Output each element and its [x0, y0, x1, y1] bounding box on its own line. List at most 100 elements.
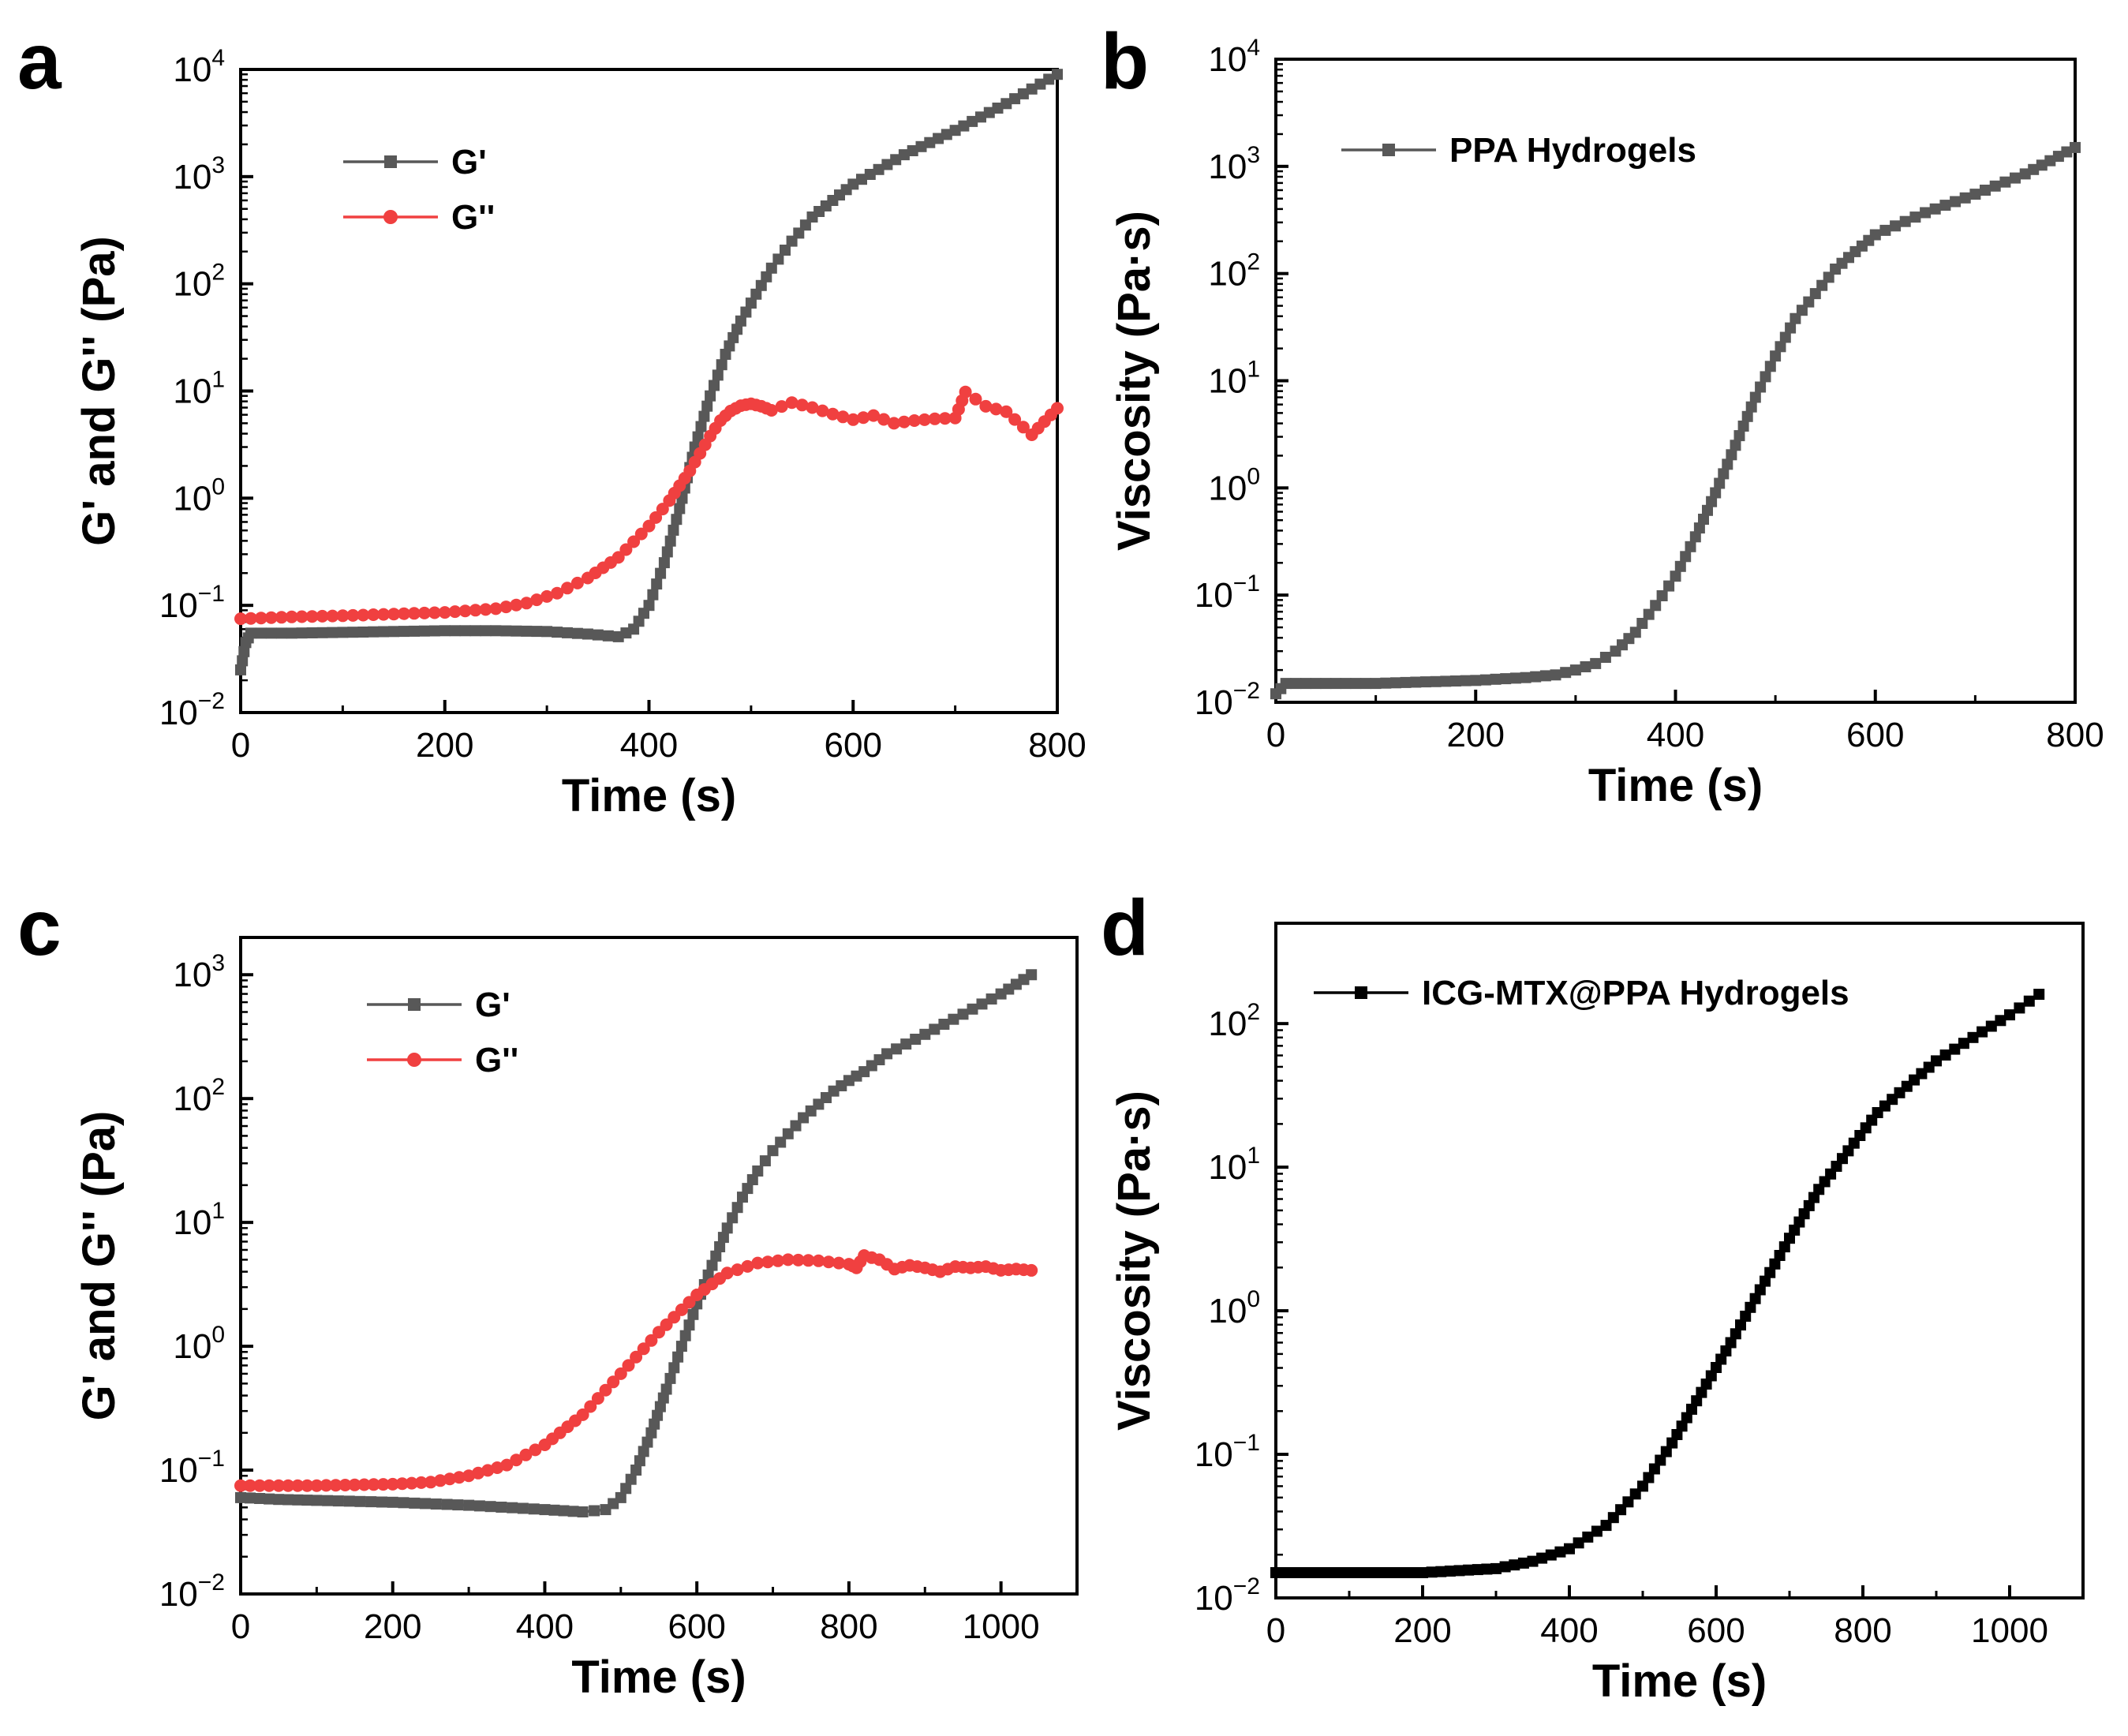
data-point: [1300, 678, 1311, 690]
y-tick-label: 10−2: [1195, 1573, 1260, 1618]
data-point: [1710, 487, 1722, 499]
data-point: [336, 609, 350, 623]
data-point: [649, 511, 663, 524]
y-tick-label: 10−2: [1195, 678, 1260, 722]
data-point: [1686, 1403, 1697, 1415]
data-point: [398, 626, 410, 638]
data-point: [1352, 1567, 1364, 1578]
y-tick-label: 10−2: [159, 1570, 225, 1614]
data-point: [418, 625, 430, 637]
y-axis-title: Viscosity (Pa·s): [1109, 211, 1160, 551]
data-point: [1648, 1463, 1660, 1475]
panel-label-c: c: [17, 884, 62, 972]
data-point: [1985, 1020, 1997, 1032]
data-point: [576, 1408, 589, 1421]
data-point: [1408, 1567, 1419, 1578]
data-point: [731, 1263, 744, 1277]
data-point: [329, 1479, 342, 1492]
data-point: [975, 111, 986, 123]
data-point: [847, 178, 859, 190]
data-point: [530, 593, 544, 607]
y-axis-title: G' and G'' (Pa): [73, 1111, 125, 1421]
data-point: [1680, 551, 1692, 563]
data-point: [529, 1443, 542, 1457]
data-point: [1691, 1395, 1703, 1407]
data-point: [836, 410, 850, 424]
data-point: [1722, 458, 1733, 470]
data-point: [367, 1478, 380, 1491]
series-markers: [234, 385, 1064, 626]
data-point: [306, 627, 318, 638]
y-tick-label: 10−1: [159, 581, 225, 625]
data-point: [286, 627, 297, 639]
data-point: [1714, 477, 1726, 489]
data-point: [1764, 1266, 1776, 1278]
data-point: [992, 103, 1004, 114]
data-point: [1288, 1567, 1300, 1578]
data-point: [417, 606, 431, 619]
data-point: [275, 627, 287, 639]
data-point: [1410, 676, 1422, 688]
data-point: [1440, 675, 1452, 687]
data-point: [1270, 1567, 1281, 1578]
data-point: [1779, 331, 1791, 343]
data-point: [712, 369, 724, 381]
data-point: [1666, 1437, 1678, 1449]
data-point: [377, 608, 391, 621]
data-point: [957, 1008, 969, 1020]
data-point: [484, 1501, 496, 1513]
data-point: [1650, 600, 1662, 612]
data-point: [619, 543, 633, 556]
series-line: [240, 973, 1033, 1513]
data-point: [765, 262, 777, 274]
data-point: [1034, 78, 1046, 90]
data-point: [1775, 341, 1786, 353]
data-point: [348, 1478, 361, 1491]
data-point: [641, 1436, 653, 1448]
data-point: [765, 404, 778, 417]
data-point: [354, 1495, 366, 1507]
series-markers: [1270, 989, 2045, 1578]
data-point: [720, 349, 731, 360]
y-tick-label: 100: [173, 473, 225, 518]
data-point: [479, 603, 492, 616]
data-point: [761, 271, 772, 282]
data-point: [949, 125, 961, 137]
data-point: [357, 1478, 371, 1491]
data-point: [1017, 88, 1029, 99]
data-point: [967, 115, 978, 127]
data-point: [255, 627, 267, 639]
data-point: [521, 625, 533, 637]
data-point: [480, 625, 492, 637]
x-tick-label: 600: [668, 1607, 725, 1646]
data-point: [376, 1496, 387, 1508]
data-point: [264, 611, 278, 624]
data-point: [1316, 1567, 1328, 1578]
data-point: [907, 414, 921, 427]
data-point: [337, 627, 349, 638]
data-point: [1599, 652, 1611, 663]
y-tick-label: 10−1: [1195, 571, 1260, 615]
data-point: [1730, 1328, 1741, 1340]
series-line: [239, 73, 1058, 671]
data-point: [378, 626, 390, 638]
data-point: [301, 1479, 314, 1492]
data-point: [469, 625, 481, 637]
series-markers: [234, 1249, 1038, 1492]
data-point: [1958, 1038, 1969, 1049]
data-point: [1380, 677, 1392, 689]
data-point: [679, 1330, 691, 1341]
data-point: [795, 398, 809, 412]
data-point: [254, 1493, 266, 1504]
data-point: [1676, 1420, 1688, 1432]
y-tick-label: 101: [1208, 357, 1260, 401]
data-point: [1517, 1557, 1529, 1569]
data-point: [398, 1497, 410, 1509]
data-point: [1016, 421, 1030, 434]
data-point: [357, 627, 369, 638]
data-point: [500, 1458, 514, 1472]
data-point: [1967, 1031, 1979, 1043]
data-point: [420, 1498, 431, 1510]
data-point: [938, 1019, 950, 1030]
data-point: [1509, 1559, 1520, 1571]
